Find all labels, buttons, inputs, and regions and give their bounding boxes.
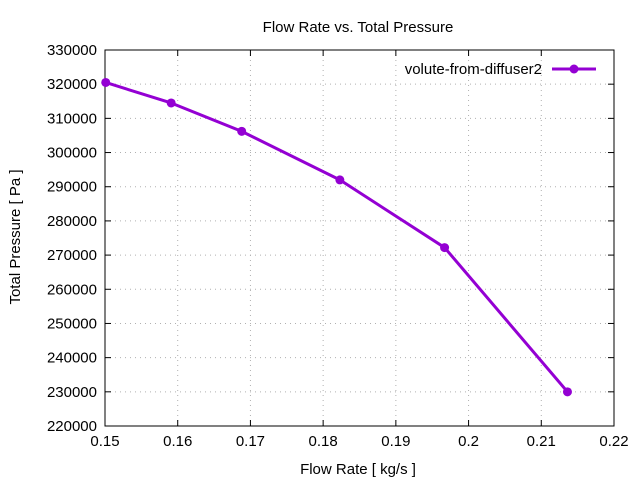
x-tick-label: 0.19 [381, 433, 410, 450]
y-axis-label: Total Pressure [ Pa ] [7, 169, 24, 304]
x-tick-label: 0.18 [309, 433, 338, 450]
data-point [562, 387, 572, 397]
data-point [166, 98, 176, 108]
y-tick-label: 220000 [47, 418, 97, 435]
y-tick-label: 320000 [47, 76, 97, 93]
x-axis-tick-labels: 0.15 0.16 0.17 0.18 0.19 0.2 0.21 0.22 [90, 433, 628, 450]
x-tick-label: 0.22 [599, 433, 628, 450]
x-tick-label: 0.21 [527, 433, 556, 450]
x-tick-label: 0.16 [163, 433, 192, 450]
x-tick-label: 0.15 [90, 433, 119, 450]
data-point [237, 126, 247, 136]
data-point [101, 77, 111, 87]
y-tick-label: 280000 [47, 213, 97, 230]
series-line [105, 81, 569, 393]
chart-title: Flow Rate vs. Total Pressure [263, 19, 454, 36]
y-tick-label: 330000 [47, 42, 97, 59]
y-tick-label: 230000 [47, 384, 97, 401]
y-tick-label: 260000 [47, 281, 97, 298]
plot-frame [104, 49, 615, 427]
y-axis-tick-labels: 220000 230000 240000 250000 260000 270000 2800… [47, 42, 97, 435]
y-tick-label: 290000 [47, 179, 97, 196]
y-tick-label: 310000 [47, 110, 97, 127]
y-tick-label: 300000 [47, 145, 97, 162]
y-tick-label: 250000 [47, 315, 97, 332]
legend-label: volute-from-diffuser2 [405, 61, 542, 78]
legend-marker [569, 64, 579, 74]
y-tick-label: 240000 [47, 350, 97, 367]
x-axis-label: Flow Rate [ kg/s ] [300, 461, 416, 478]
x-tick-label: 0.17 [236, 433, 265, 450]
y-tick-label: 270000 [47, 247, 97, 264]
legend: volute-from-diffuser2 [405, 61, 596, 78]
x-tick-label: 0.2 [458, 433, 479, 450]
series-layer [101, 77, 572, 397]
data-point [335, 175, 345, 185]
data-point [440, 243, 450, 253]
